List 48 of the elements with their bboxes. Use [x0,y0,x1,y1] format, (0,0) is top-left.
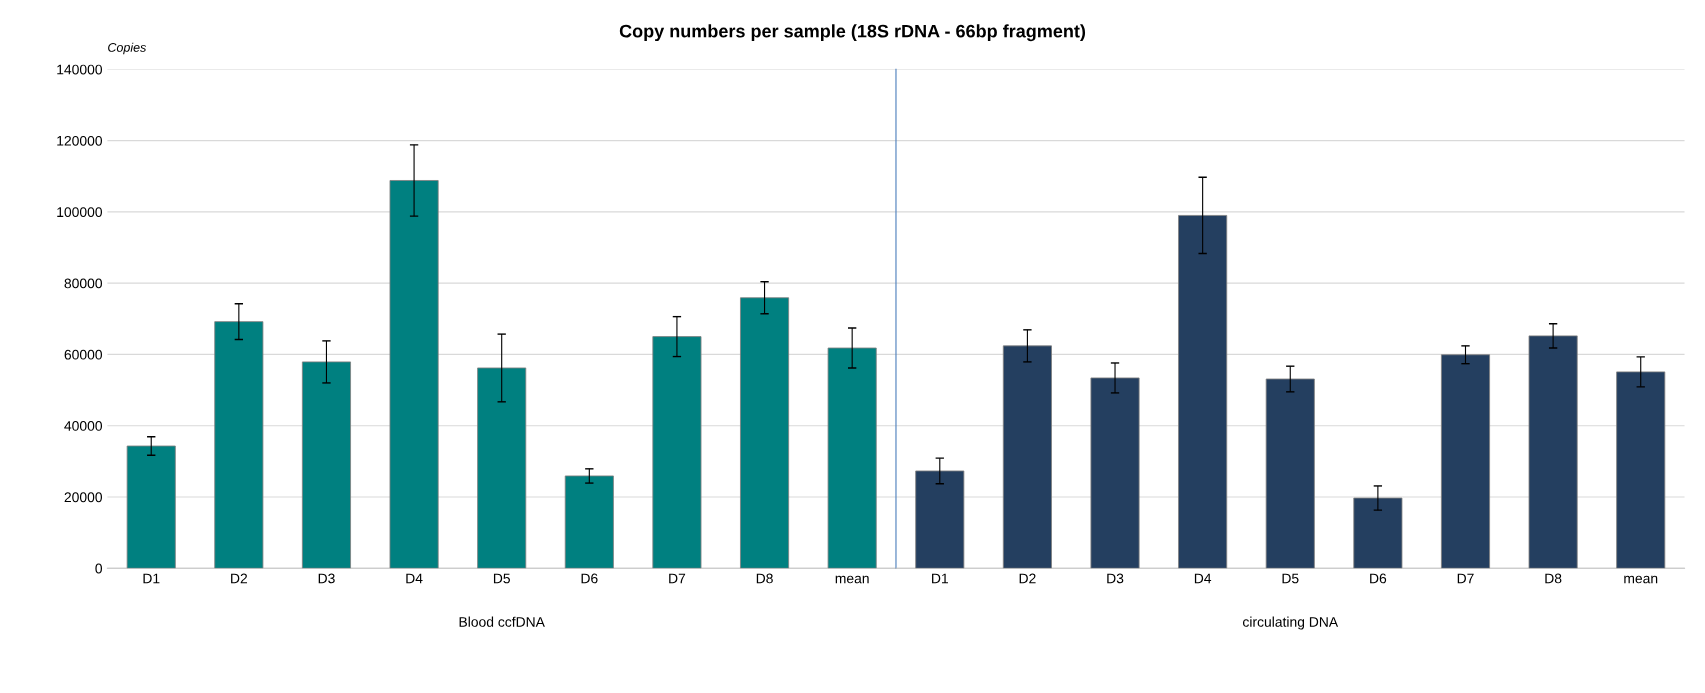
bar [126,445,176,569]
x-tick-label: D2 [1019,573,1036,584]
y-tick-label: 80000 [64,278,103,289]
x-axis-title: circulating DNA [1243,616,1339,630]
bar [564,475,614,569]
bar [1440,354,1491,569]
bar [1353,497,1403,569]
x-tick-label: D8 [1545,573,1562,584]
x-tick-label: D4 [406,573,423,584]
bar [477,367,527,569]
bar [389,180,439,569]
x-tick-label: D7 [669,573,686,584]
y-tick-label: 60000 [64,349,103,360]
bar [652,336,702,569]
y-axis-title: Copies [108,42,147,55]
bar [915,470,965,569]
bar [1090,377,1140,569]
bar [1616,371,1666,569]
x-tick-label: D1 [143,573,160,584]
y-tick-label: 40000 [64,421,103,431]
y-tick-label: 140000 [57,64,103,75]
x-tick-label: mean [1624,575,1658,584]
bar [214,321,264,569]
chart-title: Copy numbers per sample (18S rDNA - 66bp fragment) [619,24,1086,42]
bar [301,361,351,569]
y-tick-label: 0 [95,563,103,574]
x-tick-label: D5 [493,573,510,584]
y-tick-label: 100000 [57,207,103,218]
bar [1265,378,1315,569]
x-axis-title: Blood ccfDNA [459,616,545,627]
bar [1002,345,1052,569]
x-tick-label: D7 [1457,573,1474,584]
x-tick-label: D2 [231,573,248,584]
bar [1178,215,1228,569]
x-tick-label: D5 [1282,573,1299,584]
bar [740,297,790,569]
x-tick-label: D8 [756,573,773,584]
x-tick-label: D3 [1107,573,1124,584]
x-tick-label: D1 [932,573,948,584]
bar [827,347,877,569]
y-tick-label: 20000 [64,492,103,503]
x-tick-label: D3 [318,573,335,584]
x-tick-label: D6 [1370,573,1387,584]
y-tick-label: 120000 [57,135,103,146]
x-tick-label: D6 [581,573,598,584]
x-tick-label: mean [835,575,869,584]
bar [1528,335,1578,569]
x-tick-label: D4 [1194,573,1212,584]
